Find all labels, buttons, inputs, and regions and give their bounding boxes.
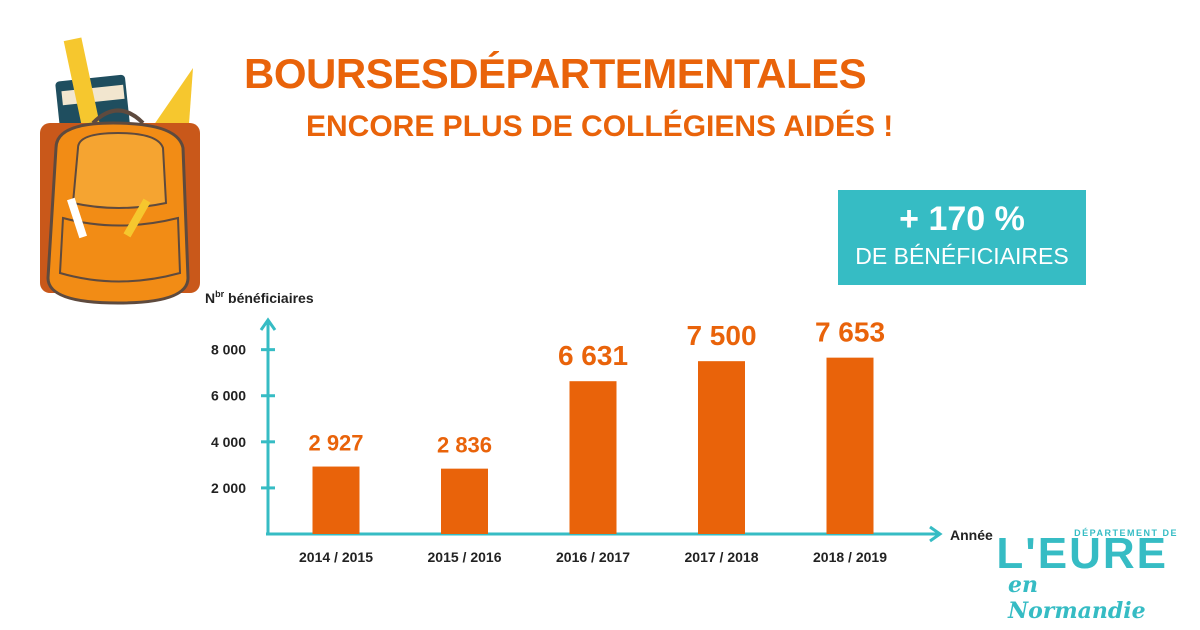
x-tick-label: 2018 / 2019 <box>813 549 887 565</box>
y-tick-label: 4 000 <box>211 434 246 450</box>
x-axis-arrow <box>929 525 943 543</box>
bar <box>569 381 617 534</box>
logo-top-text: DÉPARTEMENT DE <box>1074 528 1178 538</box>
badge-label: DE BÉNÉFICIAIRES <box>855 243 1069 269</box>
x-tick-label: 2017 / 2018 <box>685 549 759 565</box>
bar <box>312 466 360 534</box>
departement-eure-logo: DÉPARTEMENT DE L'EURE en Normandie <box>996 528 1178 624</box>
bar-value-label: 7 500 <box>686 320 756 351</box>
bar-value-label: 7 653 <box>815 317 885 348</box>
logo-main-text: L'EURE <box>996 529 1168 578</box>
bar <box>441 468 488 534</box>
y-axis-label-rest: bénéficiaires <box>224 290 314 306</box>
page-subtitle: ENCORE PLUS DE COLLÉGIENS AIDÉS ! <box>306 110 894 143</box>
y-axis-label-main: N <box>205 290 215 306</box>
bar-value-label: 2 836 <box>437 433 492 458</box>
y-tick-label: 2 000 <box>211 480 246 496</box>
bar <box>698 361 745 534</box>
logo-sub-text: en Normandie <box>1008 572 1146 624</box>
x-tick-label: 2014 / 2015 <box>299 549 373 565</box>
bar-value-label: 2 927 <box>308 431 363 456</box>
bar-value-label: 6 631 <box>558 340 628 371</box>
svg-text:Nbr bénéficiaires: Nbr bénéficiaires <box>205 289 314 306</box>
increase-badge: + 170 % DE BÉNÉFICIAIRES <box>838 190 1086 285</box>
y-tick-label: 8 000 <box>211 342 246 358</box>
x-tick-label: 2016 / 2017 <box>556 549 630 565</box>
page-title: BOURSESDÉPARTEMENTALES <box>244 50 867 97</box>
y-axis-label-sup: br <box>215 289 224 299</box>
backpack-illustration <box>40 37 200 305</box>
y-axis-arrow <box>259 317 277 331</box>
x-axis-label: Année <box>950 527 993 543</box>
x-tick-label: 2015 / 2016 <box>428 549 502 565</box>
badge-percentage: + 170 % <box>899 200 1025 238</box>
y-tick-label: 6 000 <box>211 388 246 404</box>
y-axis-label: Nbr bénéficiaires <box>205 289 314 306</box>
bar <box>826 357 874 534</box>
